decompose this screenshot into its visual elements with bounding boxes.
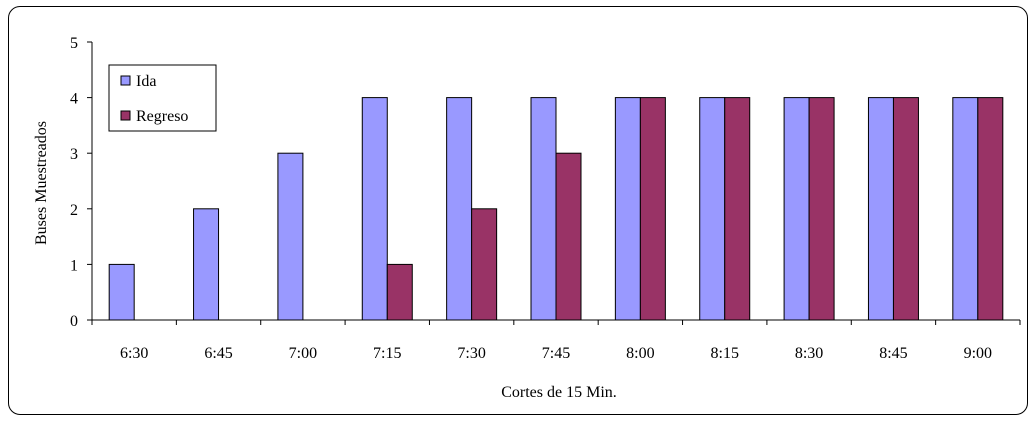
x-tick-label: 8:45 [879, 345, 907, 362]
x-tick-label: 7:15 [373, 345, 401, 362]
x-tick-label: 9:00 [964, 345, 992, 362]
x-tick-label: 7:30 [457, 345, 485, 362]
y-tick-label: 5 [70, 35, 78, 52]
bar-ida [867, 97, 894, 321]
x-tick-label: 8:30 [795, 345, 823, 362]
legend: Ida Regreso [108, 64, 217, 132]
y-tick-label: 4 [70, 91, 78, 108]
bar-ida [108, 263, 135, 321]
bar-ida [446, 97, 473, 321]
bar-ida [952, 97, 979, 321]
x-axis-label: Cortes de 15 Min. [501, 384, 617, 401]
legend-swatch-regreso [120, 110, 131, 121]
y-tick-label: 1 [70, 257, 78, 274]
bars-group [108, 97, 1004, 321]
x-tick-group: 6:30 6:45 7:00 7:15 7:30 7:45 8:00 8:15 8:30 8:45… [91, 320, 1021, 362]
legend-swatch-ida [120, 75, 131, 86]
bar-regreso [639, 97, 666, 321]
y-tick-label: 2 [70, 202, 78, 219]
bar-regreso [977, 97, 1004, 321]
bar-regreso [386, 263, 413, 321]
bar-ida [614, 97, 641, 321]
legend-label-regreso: Regreso [136, 108, 188, 125]
bar-ida [699, 97, 726, 321]
y-axis-label: Buses Muestreados [33, 121, 50, 245]
bar-regreso [724, 97, 751, 321]
x-tick-label: 6:30 [120, 345, 148, 362]
y-tick-label: 0 [70, 313, 78, 330]
x-tick-label: 7:00 [289, 345, 317, 362]
legend-label-ida: Ida [136, 73, 156, 90]
x-tick-label: 6:45 [204, 345, 232, 362]
x-tick-label: 7:45 [542, 345, 570, 362]
y-tick-group: 0 1 2 3 4 5 [70, 35, 92, 330]
bar-regreso [555, 152, 582, 321]
x-tick-label: 8:00 [626, 345, 654, 362]
y-tick-label: 3 [70, 146, 78, 163]
bar-ida [530, 97, 557, 321]
bar-regreso [808, 97, 835, 321]
bar-regreso [892, 97, 919, 321]
bar-ida [783, 97, 810, 321]
bar-ida [361, 97, 388, 321]
bar-regreso [471, 208, 498, 321]
bar-ida [193, 208, 220, 321]
bar-ida [277, 152, 304, 321]
x-tick-label: 8:15 [711, 345, 739, 362]
